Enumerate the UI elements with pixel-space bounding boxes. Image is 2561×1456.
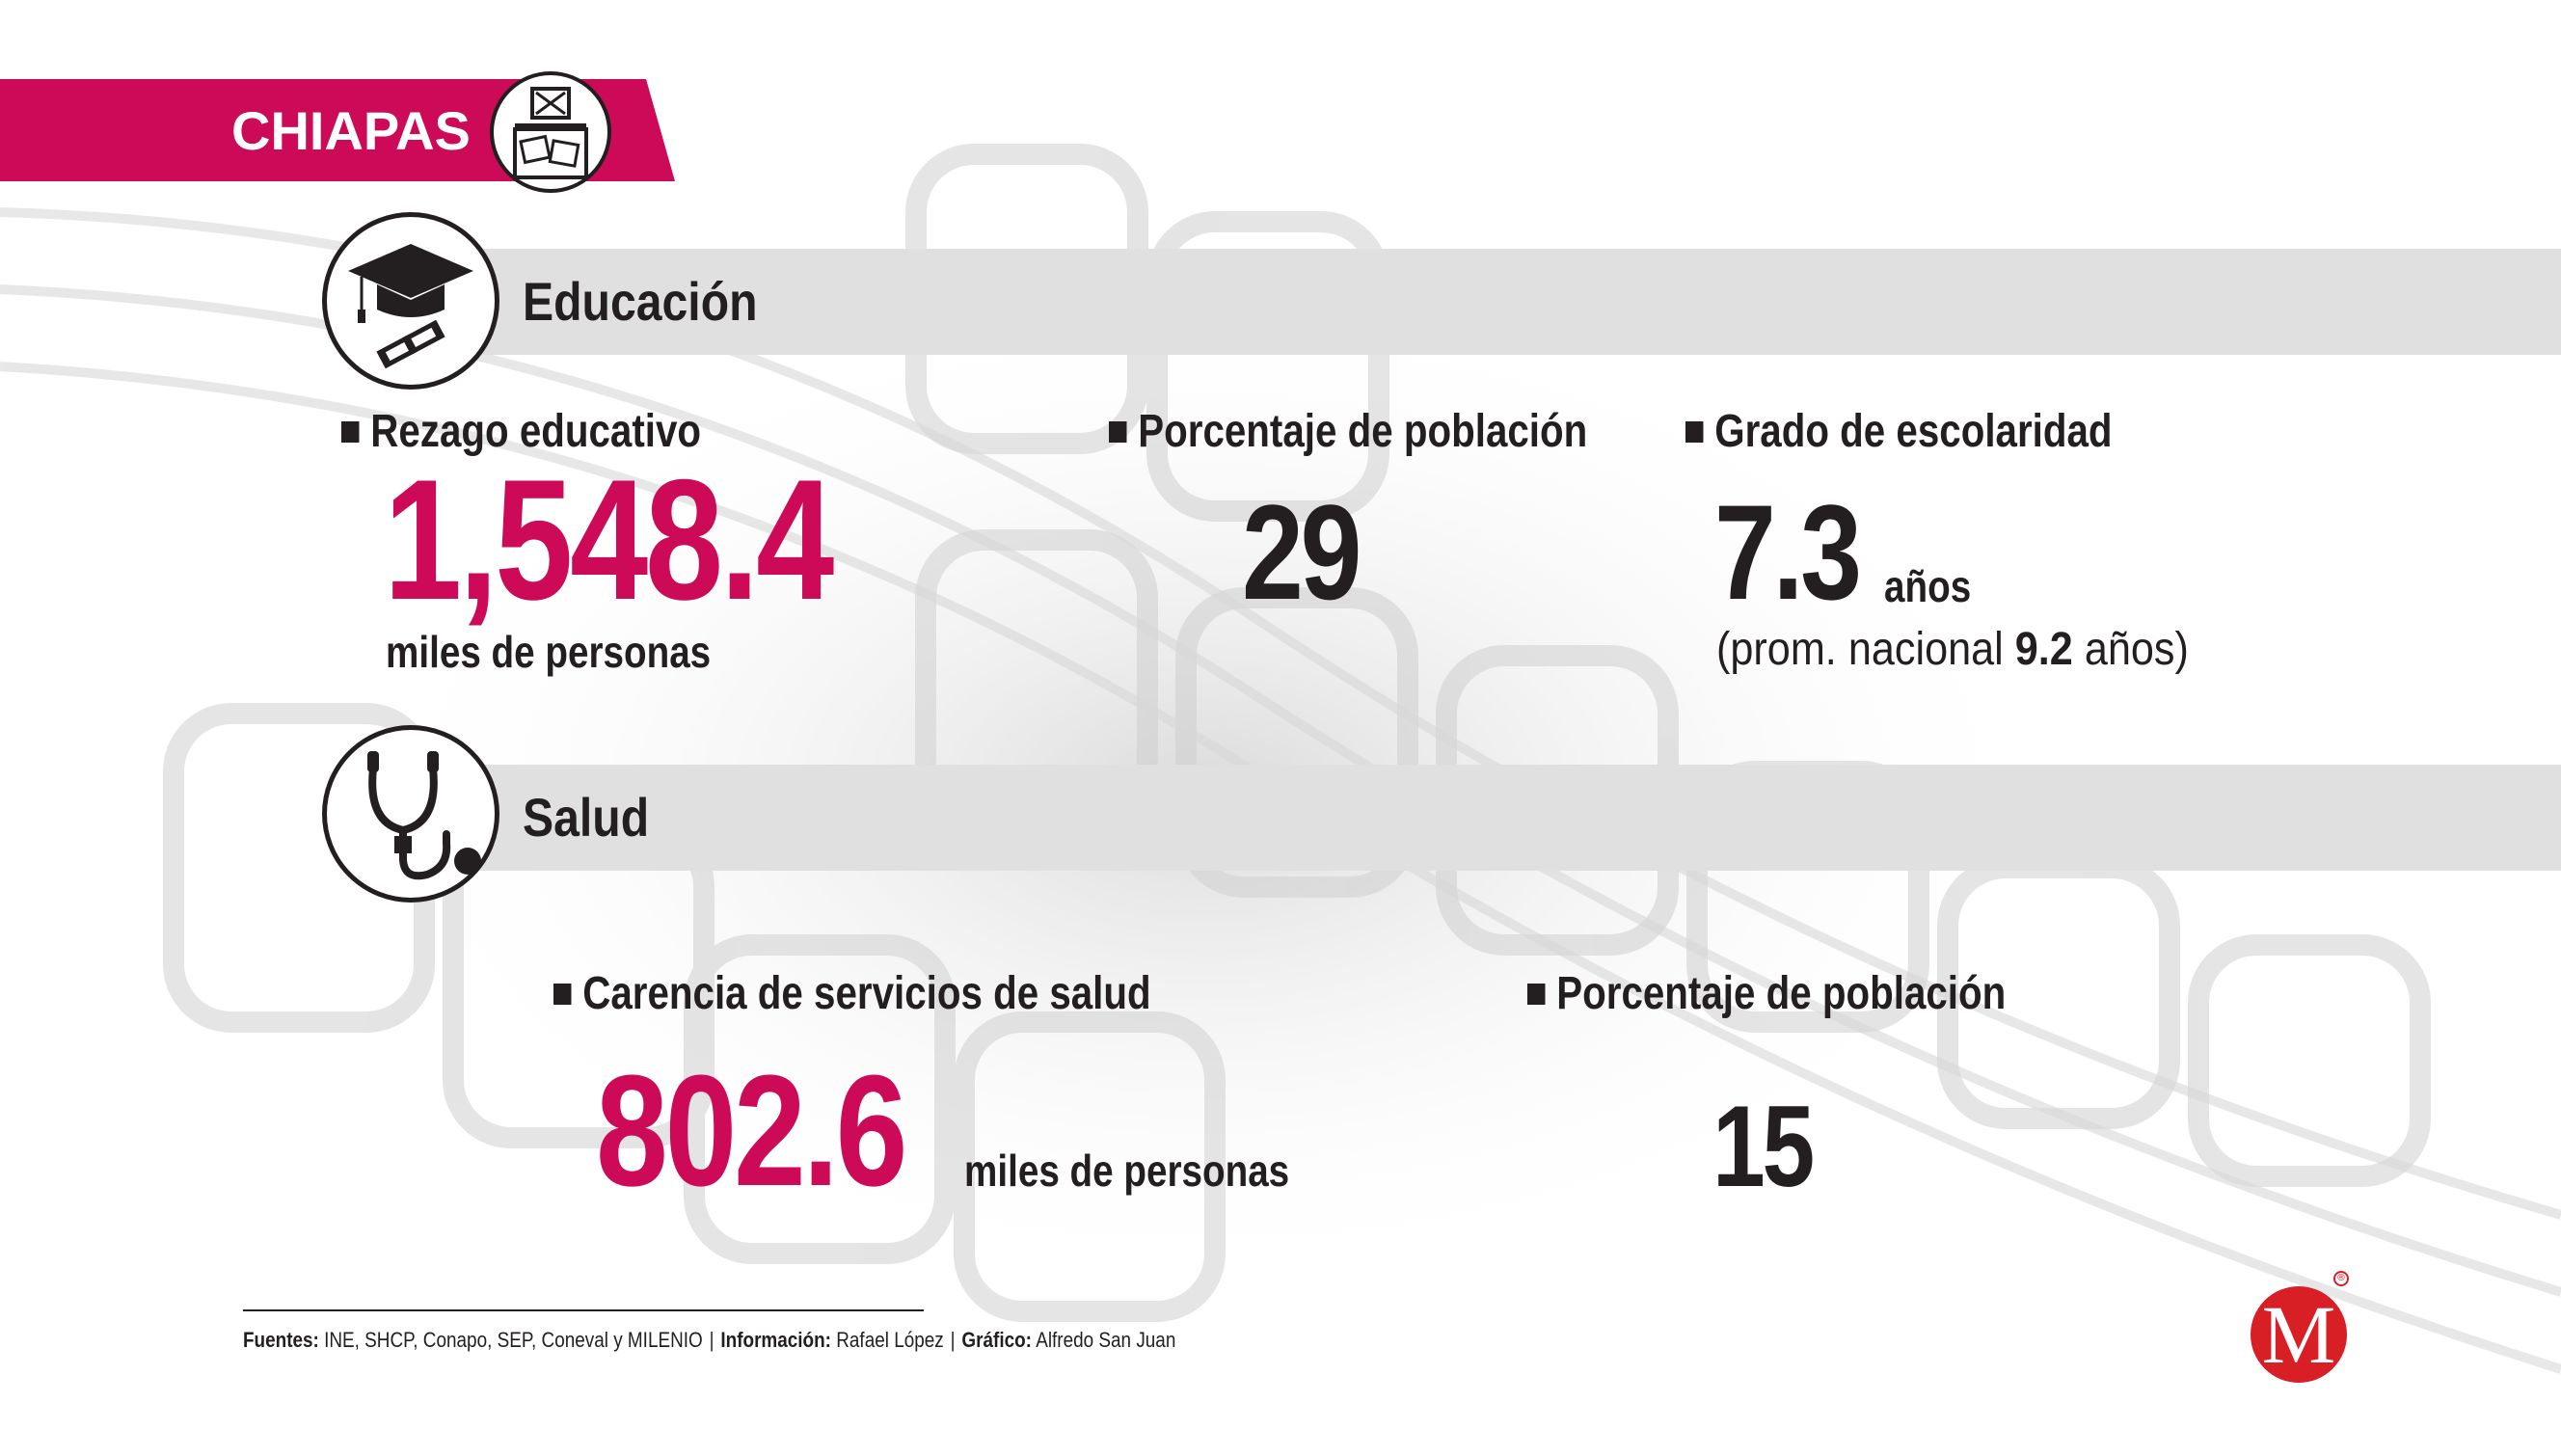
footer-separator: | [709,1328,714,1352]
carencia-label: Carencia de servicios de salud [553,967,1151,1021]
porcentaje-value-edu: 29 [1242,476,1361,628]
grafico-label: Gráfico: [961,1328,1032,1352]
carencia-label-text: Carencia de servicios de salud [582,968,1151,1019]
registered-mark: ® [2333,1271,2349,1286]
fuentes-text: INE, SHCP, Conapo, SEP, Coneval y MILENI… [324,1328,703,1352]
educacion-title: Educación [523,271,758,332]
rezago-label-text: Rezago educativo [370,406,702,457]
state-title: CHIAPAS [231,100,471,161]
grado-label-text: Grado de escolaridad [1714,406,2113,457]
footer-divider [243,1309,924,1311]
carencia-value: 802.6 [596,1042,907,1219]
grafico-text: Alfredo San Juan [1036,1328,1176,1352]
footer-credits: Fuentes: INE, SHCP, Conapo, SEP, Coneval… [243,1325,1175,1356]
prom-value: 9.2 [2014,624,2073,675]
prom-prefix: (prom. nacional [1716,624,2004,675]
rezago-unit: miles de personas [386,627,712,677]
bullet-square [1527,984,1546,1005]
grado-label: Grado de escolaridad [1685,405,2113,459]
milenio-logo [2251,1286,2347,1383]
grado-unit: años [1884,561,1972,611]
fuentes-label: Fuentes: [243,1328,319,1352]
educacion-bar [405,249,2561,355]
footer-separator: | [950,1328,956,1352]
info-text: Rafael López [836,1328,944,1352]
promedio-nacional: (prom. nacional 9.2 años) [1716,621,2189,679]
bullet-square [1685,421,1704,443]
porcentaje-label-edu-text: Porcentaje de población [1138,406,1588,457]
milenio-logo-letter: M [2261,1288,2336,1381]
porcentaje-value-salud: 15 [1712,1082,1815,1211]
bullet-square [1109,421,1127,443]
carencia-unit: miles de personas [964,1146,1290,1196]
graduation-cap-icon [322,212,499,390]
porcentaje-label-salud: Porcentaje de población [1527,967,2006,1021]
porcentaje-label-edu: Porcentaje de población [1109,405,1587,459]
info-label: Información: [720,1328,831,1352]
rezago-label: Rezago educativo [341,405,701,459]
salud-title: Salud [523,787,650,848]
stethoscope-icon [322,725,499,903]
salud-bar [405,765,2561,871]
grado-value: 7.3 [1714,476,1862,628]
rezago-value: 1,548.4 [384,444,834,635]
bullet-square [553,984,572,1005]
porcentaje-label-salud-text: Porcentaje de población [1556,968,2007,1019]
ballot-box-icon [490,71,611,193]
prom-suffix: años) [2084,624,2189,675]
bullet-square [341,421,360,443]
